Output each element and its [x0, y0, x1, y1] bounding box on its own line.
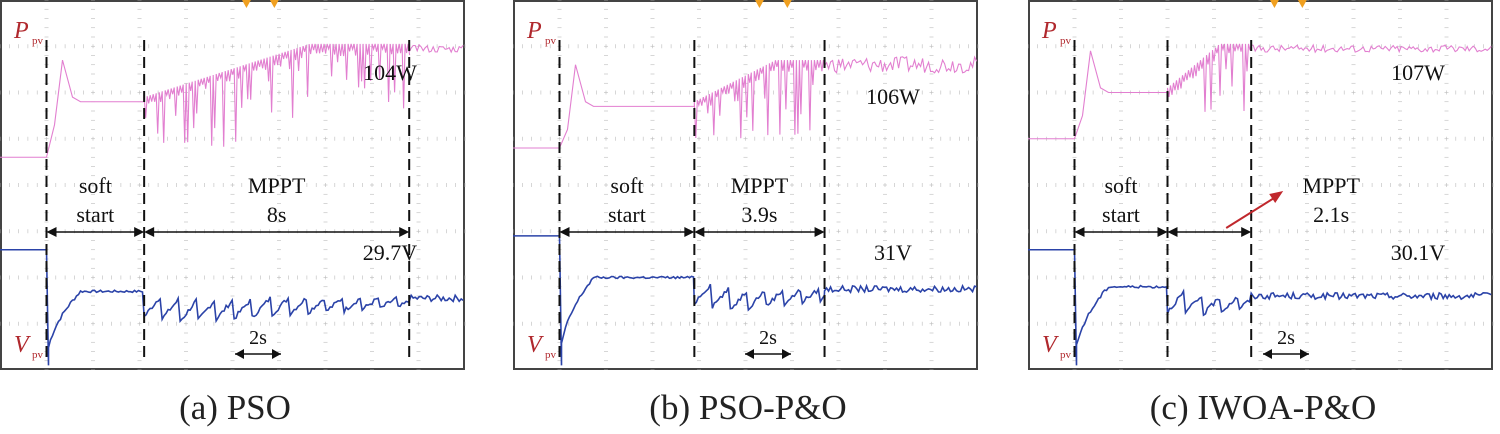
panel-iwoa-po-power-channel-sub: pv: [1060, 35, 1072, 47]
panel-iwoa-po-mppt-label: MPPT: [1302, 173, 1360, 198]
panel-pso-po-voltage-channel-label: V: [527, 332, 544, 358]
panel-pso-voltage-channel-label: V: [14, 332, 31, 358]
panel-pso-po-voltage-trace: [513, 235, 977, 366]
panel-pso-start-label: start: [76, 202, 114, 227]
panel-pso-power-channel-sub: pv: [32, 35, 44, 47]
panel-pso-po-power-channel-sub: pv: [545, 35, 557, 47]
panel-pso-power-value: 104W: [363, 60, 417, 85]
caption-iwoa-po: (c) IWOA-P&O: [1149, 388, 1377, 427]
panel-iwoa-po-mppt-time: 2.1s: [1313, 202, 1349, 227]
caption-pso: (a) PSO: [179, 388, 291, 427]
panel-pso-po-voltage-channel-sub: pv: [545, 349, 557, 361]
panel-pso-po-start-label: start: [608, 202, 646, 227]
panel-iwoa-po-voltage-channel-sub: pv: [1060, 349, 1072, 361]
panel-pso-voltage-trace: [0, 248, 464, 366]
panel-iwoa-po-voltage-value: 30.1V: [1391, 240, 1446, 265]
panel-pso-trigger-marker-2: [269, 0, 279, 8]
panel-pso-po-mppt-time: 3.9s: [741, 202, 777, 227]
panel-pso-po-power-trace: [513, 55, 978, 149]
panel-pso-power-trace: [0, 43, 464, 158]
panel-pso-mppt-time: 8s: [267, 202, 287, 227]
panel-pso-po-power-channel-label: P: [526, 18, 542, 44]
panel-pso-trigger-marker: [242, 0, 251, 8]
caption-pso-po: (b) PSO-P&O: [649, 388, 847, 427]
panel-pso-po-mppt-label: MPPT: [731, 173, 789, 198]
panel-pso-power-channel-label: P: [13, 18, 29, 44]
panel-iwoa-po-trigger-marker-2: [1297, 0, 1307, 8]
panel-iwoa-po-soft-label: soft: [1105, 173, 1138, 198]
panel-pso-voltage-value: 29.7V: [363, 240, 418, 265]
panel-iwoa-po-voltage-channel-label: V: [1042, 332, 1059, 358]
panel-iwoa-po-mppt-pointer: [1225, 195, 1278, 229]
panel-iwoa-po-trigger-marker: [1270, 0, 1279, 8]
panel-pso-scale-label: 2s: [249, 327, 267, 349]
panel-pso-po-power-value: 106W: [866, 84, 920, 109]
panel-pso-po-scale-label: 2s: [759, 327, 777, 349]
panel-iwoa-po-start-label: start: [1102, 202, 1140, 227]
panel-pso-mppt-label: MPPT: [248, 173, 306, 198]
panel-iwoa-po-scale-label: 2s: [1277, 327, 1295, 349]
panel-iwoa-po-power-channel-label: P: [1041, 18, 1057, 44]
panel-iwoa-po-voltage-trace: [1028, 248, 1492, 366]
panel-pso-po-soft-label: soft: [610, 173, 643, 198]
panel-pso-po-voltage-value: 31V: [874, 240, 912, 265]
panel-pso-soft-label: soft: [79, 173, 112, 198]
panel-pso-voltage-channel-sub: pv: [32, 349, 44, 361]
panel-pso-po-trigger-marker-2: [782, 0, 792, 8]
panel-iwoa-po-power-value: 107W: [1391, 60, 1445, 85]
panel-iwoa-po-power-trace: [1028, 43, 1492, 140]
panel-pso-po-trigger-marker: [755, 0, 764, 8]
